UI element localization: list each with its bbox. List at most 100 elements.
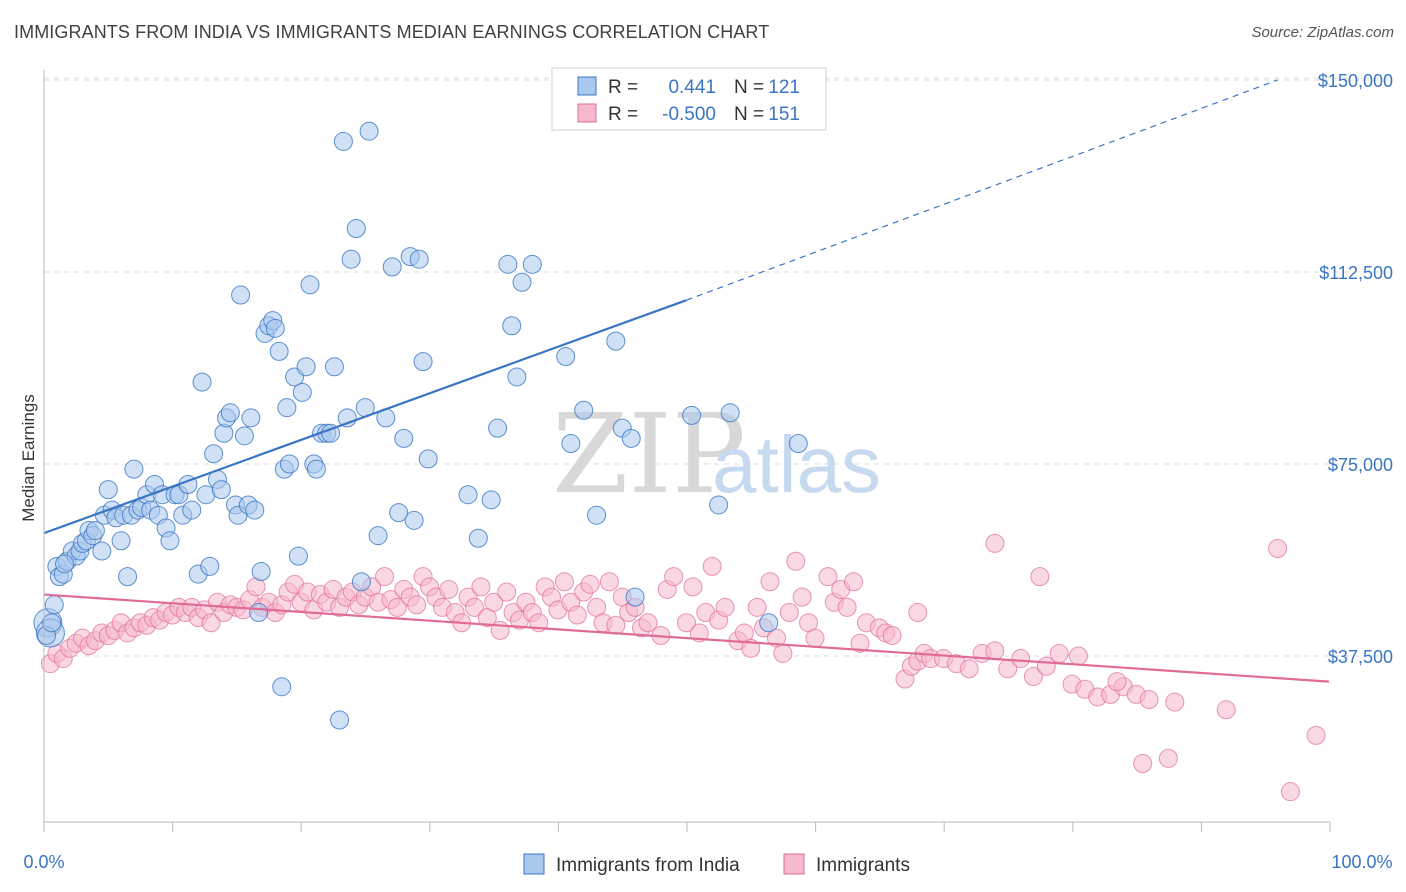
legend-n-value-1: 121 <box>768 77 800 98</box>
point-immigrants <box>702 556 722 576</box>
point-india <box>269 341 289 361</box>
point-india <box>587 505 607 525</box>
point-immigrants <box>484 592 504 612</box>
point-immigrants <box>1023 666 1043 686</box>
point-india <box>234 426 254 446</box>
point-india <box>160 531 180 551</box>
point-india <box>118 567 138 587</box>
bottom-legend-swatch-india <box>523 853 545 875</box>
point-india <box>481 490 501 510</box>
point-india <box>192 372 212 392</box>
point-immigrants <box>1068 646 1088 666</box>
point-india <box>621 428 641 448</box>
point-immigrants <box>1216 700 1236 720</box>
point-india <box>488 418 508 438</box>
point-india <box>44 595 64 615</box>
y-tick-label: $150,000 <box>1318 71 1393 91</box>
point-immigrants <box>779 602 799 622</box>
point-india <box>220 403 240 423</box>
point-india <box>498 254 518 274</box>
point-immigrants <box>985 533 1005 553</box>
bottom-legend-immigrants: Immigrants <box>816 855 910 876</box>
point-immigrants <box>773 643 793 663</box>
point-immigrants <box>818 567 838 587</box>
point-india <box>279 454 299 474</box>
point-immigrants <box>677 613 696 633</box>
point-immigrants <box>1011 649 1031 669</box>
point-immigrants <box>747 597 767 617</box>
point-india <box>249 602 269 622</box>
point-india <box>330 710 350 730</box>
point-immigrants <box>471 577 491 597</box>
point-immigrants <box>201 613 221 633</box>
point-immigrants <box>554 572 574 592</box>
point-immigrants <box>1158 748 1178 768</box>
point-india <box>288 546 308 566</box>
point-immigrants <box>1049 643 1069 663</box>
x-tick-label-max: 100.0% <box>1331 852 1392 872</box>
point-india <box>200 556 220 576</box>
legend-r-value-1: 0.441 <box>668 77 716 98</box>
point-immigrants <box>599 572 619 592</box>
legend-swatch-india <box>577 76 597 96</box>
point-immigrants <box>1030 567 1050 587</box>
point-immigrants <box>407 595 427 615</box>
point-india <box>682 405 702 425</box>
point-india <box>296 357 316 377</box>
legend-r-label-2: R = <box>608 104 638 125</box>
legend-n-label-2: N = <box>734 104 764 125</box>
y-axis-label: Median Earnings <box>19 394 38 522</box>
point-india <box>346 218 366 238</box>
point-india <box>85 521 105 541</box>
trend-india-solid <box>43 299 687 535</box>
point-india <box>418 449 438 469</box>
point-immigrants <box>715 597 735 617</box>
point-india <box>606 331 626 351</box>
bottom-legend-swatch-immigrants <box>783 853 805 875</box>
point-india <box>413 352 433 372</box>
point-india <box>404 510 424 530</box>
point-immigrants <box>985 641 1005 661</box>
point-immigrants <box>497 582 517 602</box>
point-immigrants <box>439 579 459 599</box>
legend-n-value-2: 151 <box>768 104 800 125</box>
point-india <box>324 357 344 377</box>
point-india <box>468 528 488 548</box>
x-tick-label-min: 0.0% <box>23 852 64 872</box>
point-india <box>182 500 202 520</box>
point-immigrants <box>580 574 600 594</box>
y-tick-label: $37,500 <box>1328 647 1393 667</box>
point-india <box>759 613 779 633</box>
legend-r-value-2: -0.500 <box>662 104 716 125</box>
point-india <box>292 382 312 402</box>
point-immigrants <box>959 659 979 679</box>
point-india <box>306 459 326 479</box>
point-india <box>251 562 271 582</box>
point-india <box>277 398 297 418</box>
point-india <box>507 367 527 387</box>
point-immigrants <box>1268 538 1288 558</box>
point-india <box>574 400 594 420</box>
point-india <box>512 272 532 292</box>
point-india <box>241 408 261 428</box>
point-india <box>98 480 118 500</box>
point-india <box>124 459 144 479</box>
legend-swatch-immigrants <box>577 103 597 123</box>
point-india <box>556 346 576 366</box>
legend-n-label-1: N = <box>734 77 764 98</box>
point-india <box>382 257 402 277</box>
point-immigrants <box>882 626 902 646</box>
point-india <box>502 316 522 336</box>
point-immigrants <box>786 551 806 571</box>
point-india <box>720 403 740 423</box>
point-india <box>42 613 62 633</box>
point-india <box>231 285 251 305</box>
point-immigrants <box>387 597 407 617</box>
point-india <box>245 500 265 520</box>
point-india <box>351 572 371 592</box>
point-immigrants <box>850 633 870 653</box>
point-immigrants <box>567 605 587 625</box>
point-immigrants <box>1280 782 1300 802</box>
point-immigrants <box>1139 690 1159 710</box>
